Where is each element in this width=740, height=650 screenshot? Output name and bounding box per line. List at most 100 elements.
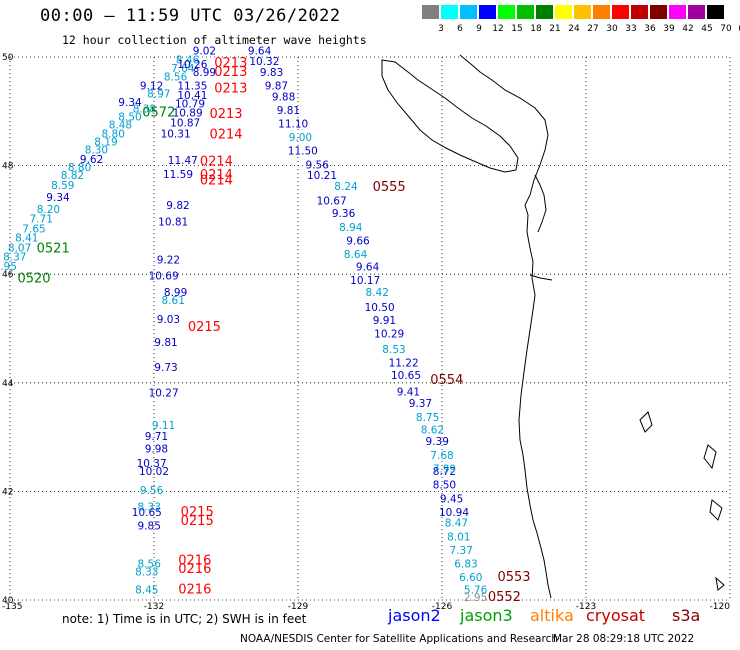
scale-label: 21 [549,24,561,34]
wave-height-label: 7.64 [171,63,195,75]
wave-height-label: 8.24 [334,181,358,193]
satellite-jason3: jason3 [460,606,513,625]
wave-height-label: 10.65 [391,370,421,382]
wave-height-label: 8.20 [37,204,60,216]
wave-height-label: 8.50 [118,112,141,124]
scale-label: 12 [492,24,504,34]
wave-height-label: 8.41 [15,233,38,245]
wave-height-label: 7.95 [0,261,17,273]
wave-height-label: 10.41 [177,90,207,102]
lat-tick-label: 40 [2,596,14,606]
wave-height-label: 11.47 [168,155,198,167]
wave-height-label: 10.29 [374,329,404,341]
wave-height-label: 8.38 [133,103,156,115]
pass-time-label: 0552 [488,590,521,605]
wave-height-label: 11.59 [163,169,193,181]
wave-height-label: 8.72 [433,466,456,478]
wave-height-label: 8.50 [433,480,456,492]
lon-tick-label: -135 [2,602,22,612]
lat-tick-label: 44 [2,379,14,389]
lat-tick-label: 48 [2,162,14,172]
wave-height-label: 8.80 [102,128,125,140]
wave-height-label: 10.26 [177,59,207,71]
scale-swatch [669,5,686,19]
pass-time-label: 0553 [497,570,530,585]
wave-height-label: 9.64 [356,261,380,273]
wave-height-label: 9.73 [154,362,177,374]
inland-lake-2 [703,444,717,470]
lon-tick-label: -123 [576,602,596,612]
wave-height-label: 8.99 [164,287,187,299]
scale-label: 24 [568,24,580,34]
scale-label: 39 [663,24,675,34]
wave-height-label: 9.85 [138,520,161,532]
scale-swatch [460,5,477,19]
wave-height-label: 9.83 [260,67,283,79]
wave-height-label: 8.64 [344,249,368,261]
wave-height-label: 9.87 [265,81,288,93]
lon-tick-label: -132 [144,602,164,612]
wave-height-label: 8.30 [85,145,108,157]
wave-height-label: 10.31 [161,128,191,140]
wave-height-label: 8.19 [94,137,117,149]
pass-time-label: 0213 [209,107,242,122]
scale-swatch [555,5,572,19]
scale-label: 27 [587,24,599,34]
scale-label: 42 [682,24,694,34]
wave-height-label: 9.03 [157,314,180,326]
scale-label: 15 [511,24,523,34]
wave-height-label: 9.41 [397,386,420,398]
wave-height-label: 9.45 [440,493,463,505]
note-text: note: 1) Time is in UTC; 2) SWH is in fe… [62,612,307,626]
wave-height-label: 10.65 [132,507,162,519]
wave-height-label: 9.81 [154,337,177,349]
wave-height-label: 8.42 [366,287,389,299]
wave-height-label: 10.17 [350,275,380,287]
wave-height-label: 9.34 [118,97,142,109]
wave-height-label: 8.53 [382,344,405,356]
wave-height-label: 10.81 [158,216,188,228]
wave-height-label: 2.95 [464,592,487,604]
scale-swatch [536,5,553,19]
page-title: 00:00 – 11:59 UTC 03/26/2022 [40,6,341,26]
wave-height-label: 11.10 [278,119,308,131]
scale-swatch [498,5,515,19]
pass-time-label: 0213 [214,81,247,96]
wave-height-label: 6.60 [459,572,482,584]
scale-label: 30 [606,24,618,34]
wave-height-label: 10.69 [149,271,179,283]
vancouver-island [381,59,519,173]
wave-height-label: 9.98 [145,443,168,455]
wave-height-label: 8.97 [147,89,170,101]
wave-height-label: 11.22 [389,358,419,370]
scale-swatch [707,5,724,19]
pass-time-label: 0216 [178,582,211,597]
wave-height-label: 10.02 [139,466,169,478]
scale-label: 33 [625,24,637,34]
wave-height-label: 8.75 [416,412,439,424]
wave-height-label: 10.89 [173,108,203,120]
pass-time-label: 0555 [373,180,406,195]
wave-height-label: 8.80 [68,162,91,174]
wave-height-label: 8.61 [162,295,185,307]
wave-height-label: 8.94 [339,222,363,234]
bc-mainland-coast [459,54,549,206]
wave-height-label: 10.27 [149,387,179,399]
wave-height-label: 9.82 [166,200,189,212]
wave-height-label: 5.76 [464,584,488,596]
scale-label: 9 [476,24,482,34]
scale-label: 6 [457,24,463,34]
wave-height-label: 9.22 [157,254,180,266]
pass-time-label: 0521 [37,241,70,256]
scale-swatch [612,5,629,19]
wave-height-label: 9.36 [332,208,356,220]
wave-height-label: 7.71 [30,214,53,226]
wave-height-label: 10.87 [170,118,200,130]
wave-height-label: 8.45 [135,584,158,596]
scale-label: 45 [701,24,713,34]
satellite-altika: altika [530,606,574,625]
inland-lake-1 [639,411,653,433]
credit-text: NOAA/NESDIS Center for Satellite Applica… [240,633,558,645]
pass-time-label: 0213 [214,65,247,80]
